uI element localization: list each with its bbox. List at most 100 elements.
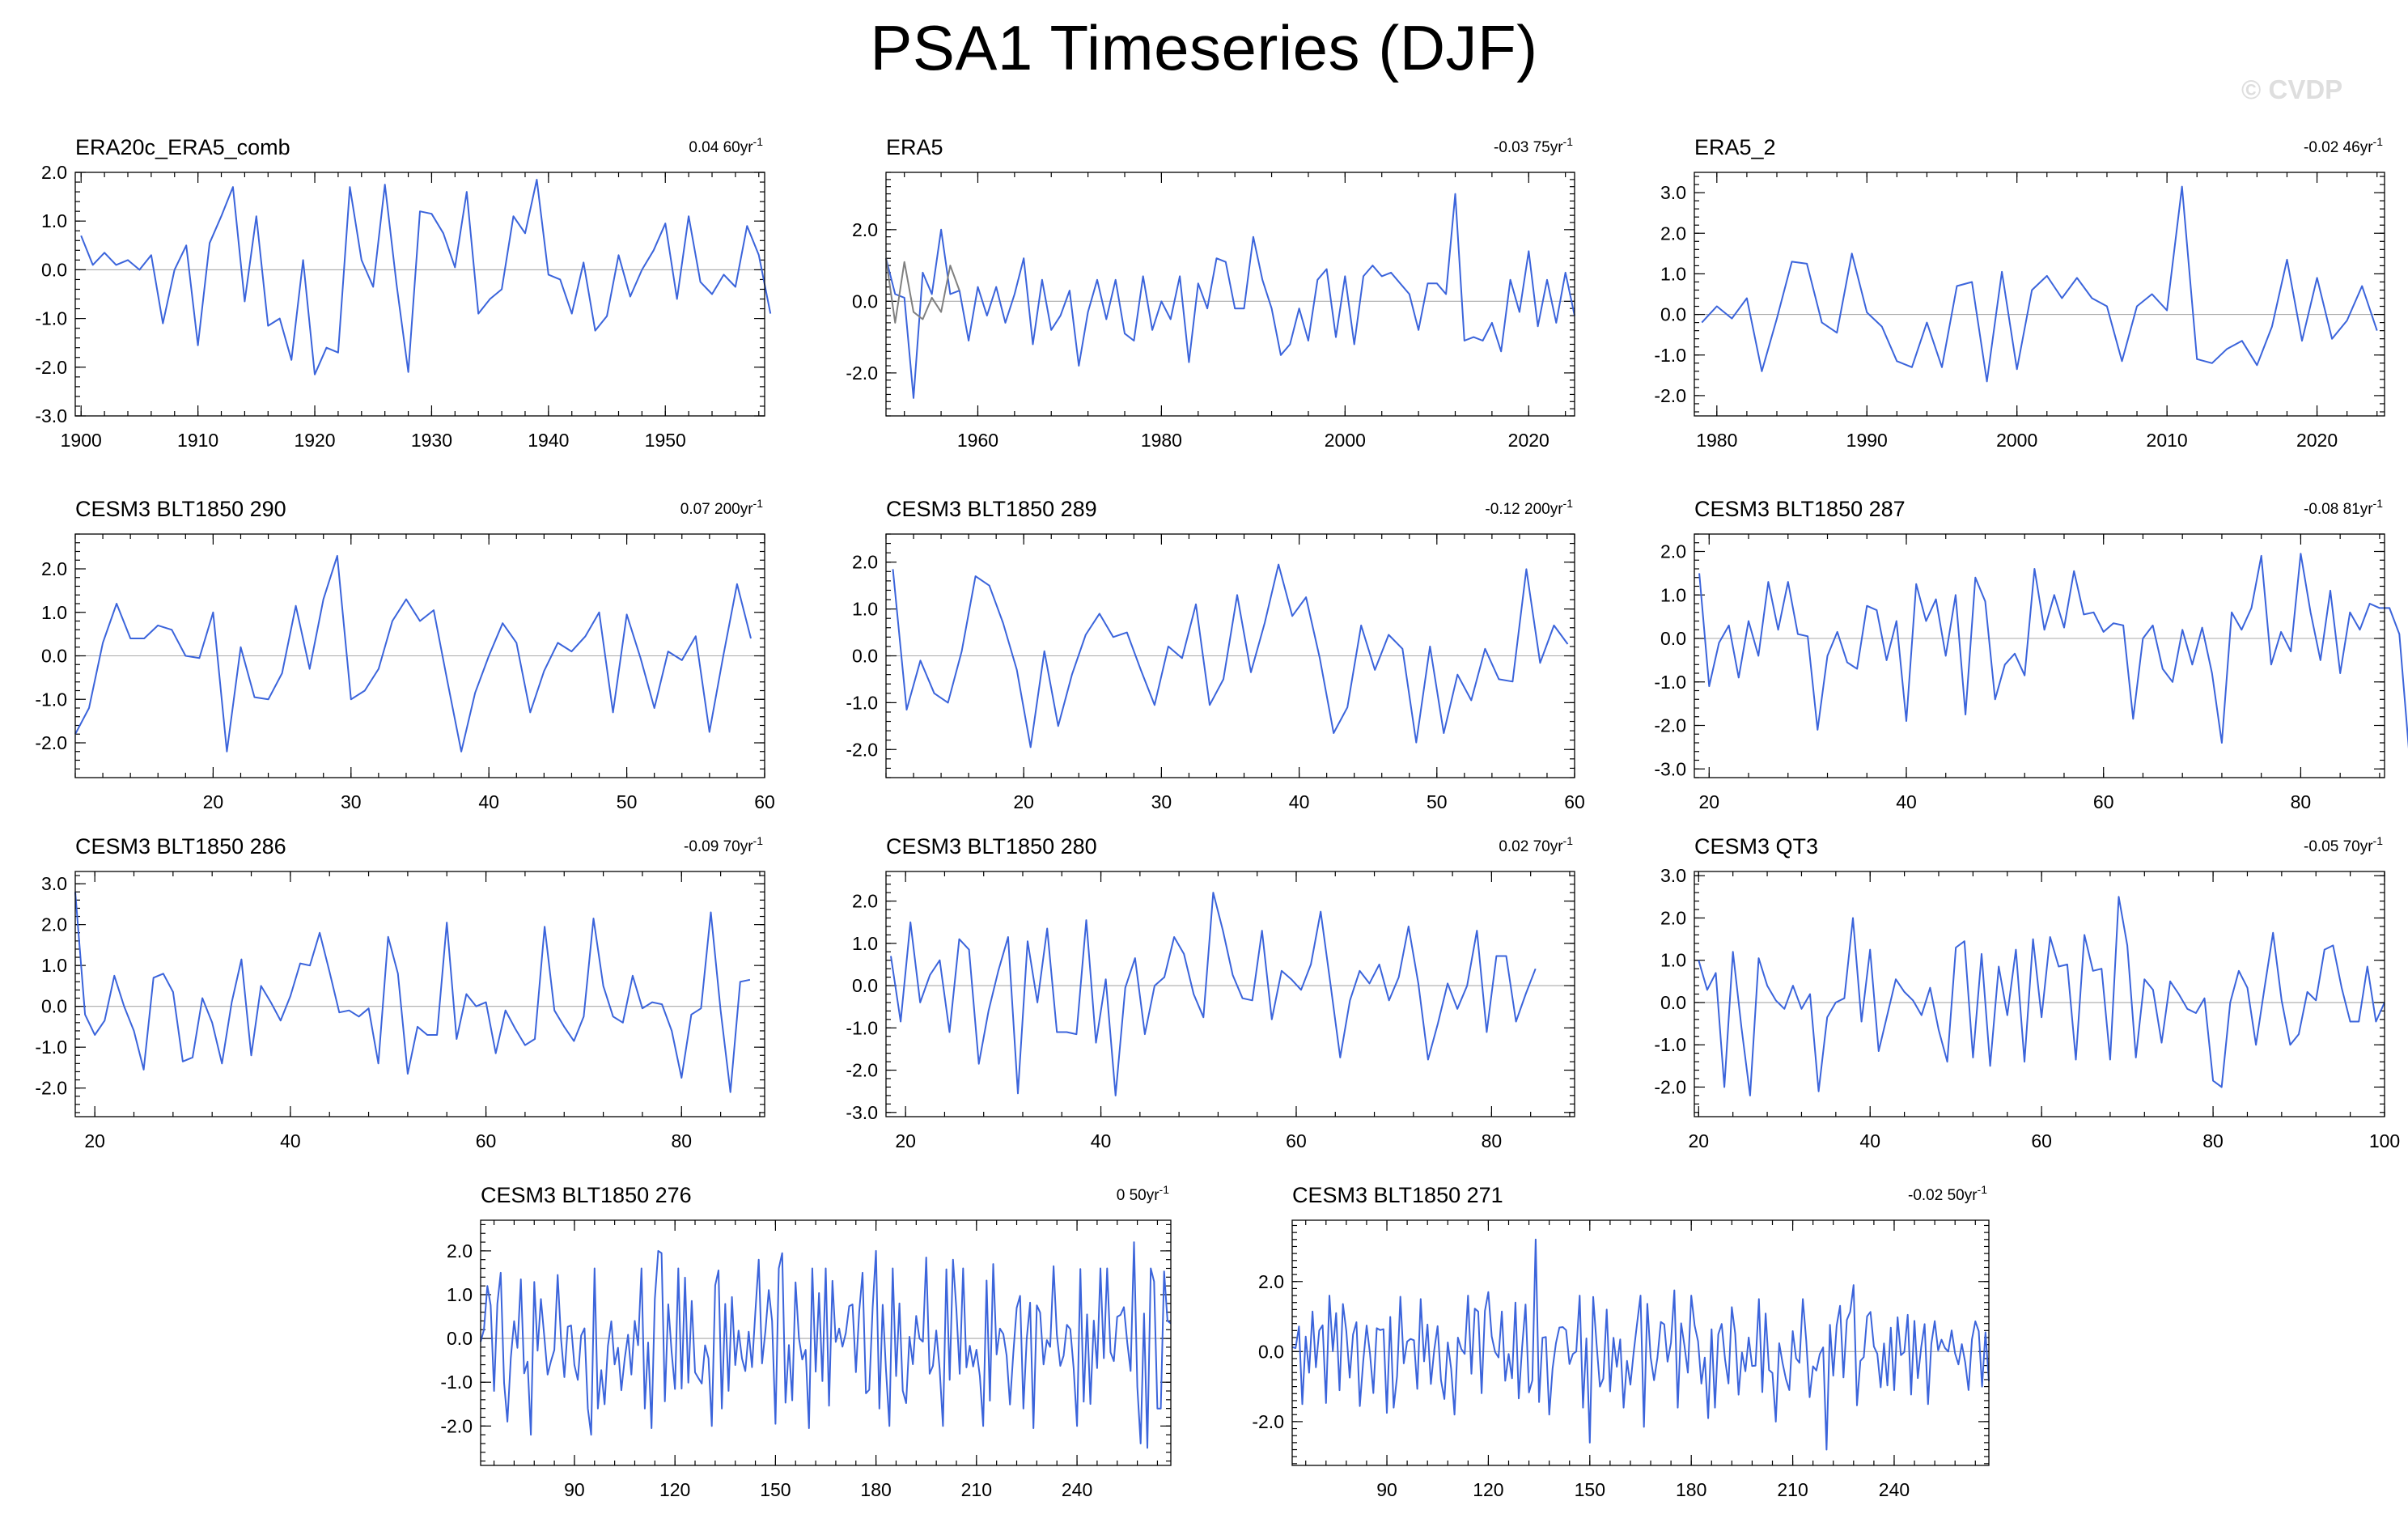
x-tick-label: 20: [203, 791, 224, 812]
y-tick-label: 2.0: [1660, 223, 1686, 244]
trend-label: 0 50yr-1: [1117, 1183, 1169, 1204]
y-tick-label: -2.0: [1654, 1076, 1686, 1097]
y-tick-label: 2.0: [1660, 541, 1686, 562]
panel-title: CESM3 BLT1850 289: [886, 497, 1097, 521]
y-tick-label: 2.0: [1660, 907, 1686, 928]
y-tick-label: 1.0: [41, 955, 67, 976]
x-tick-label: 40: [1091, 1130, 1112, 1151]
trend-value: -0.03 75yr: [1494, 139, 1563, 156]
panel-8: CESM3 BLT1850 280 0.02 70yr-1 2.0 1.0 0.0 -1.…: [846, 834, 1575, 1151]
x-tick-label: 80: [1482, 1130, 1503, 1151]
x-tick-label: 50: [617, 791, 638, 812]
y-tick-label: -2.0: [35, 1078, 67, 1099]
series-line: [885, 258, 960, 324]
series-line: [890, 892, 1537, 1096]
y-tick-label: 2.0: [852, 219, 878, 240]
y-tick-label: -1.0: [846, 692, 878, 713]
chart-title: PSA1 Timeseries (DJF): [870, 12, 1538, 83]
x-tick-label: 120: [659, 1479, 690, 1500]
trend-label: -0.09 70yr-1: [684, 834, 763, 855]
y-tick-label: -2.0: [846, 363, 878, 384]
y-tick-label: 0.0: [41, 996, 67, 1017]
series-line: [480, 1241, 1172, 1449]
trend-label: 0.07 200yr-1: [680, 497, 763, 518]
x-tick-label: 50: [1427, 791, 1448, 812]
y-tick-label: -3.0: [35, 405, 67, 426]
y-tick-label: -1.0: [1654, 672, 1686, 693]
plot-frame: [885, 533, 1575, 778]
x-tick-label: 2000: [1996, 430, 2037, 451]
plot-frame: [74, 871, 765, 1117]
panel-2: ERA5 -0.03 75yr-1 2.0 0.0 -2.0 1960 1980 2000 20…: [846, 135, 1575, 451]
x-tick-label: 120: [1473, 1479, 1503, 1500]
trend-value: -0.02 46yr: [2304, 139, 2373, 156]
y-tick-label: -2.0: [1654, 715, 1686, 736]
y-tick-label: 3.0: [41, 873, 67, 894]
trend-label: 0.02 70yr-1: [1499, 834, 1573, 855]
series-line: [885, 193, 1575, 399]
series-line: [892, 563, 1569, 748]
plot-frame: [74, 172, 765, 417]
plot-frame: [1694, 172, 2385, 417]
y-tick-label: -1.0: [440, 1372, 473, 1393]
y-tick-label: 0.0: [1660, 304, 1686, 325]
y-tick-label: 1.0: [1660, 263, 1686, 284]
trend-value: -0.09 70yr: [684, 838, 753, 855]
x-tick-label: 20: [1013, 791, 1034, 812]
y-tick-label: 2.0: [41, 162, 67, 183]
x-tick-label: 20: [895, 1130, 916, 1151]
y-tick-label: 0.0: [852, 646, 878, 667]
x-tick-label: 240: [1879, 1479, 1910, 1500]
y-tick-label: -2.0: [1654, 385, 1686, 406]
y-tick-label: -2.0: [846, 739, 878, 760]
trend-exponent: -1: [1563, 135, 1574, 148]
x-tick-label: 2020: [2296, 430, 2338, 451]
series-line: [74, 892, 751, 1093]
trend-label: -0.02 46yr-1: [2304, 135, 2383, 156]
x-tick-label: 20: [84, 1130, 105, 1151]
y-tick-label: 1.0: [852, 933, 878, 954]
panel-9: CESM3 QT3 -0.05 70yr-1 3.0 2.0 1.0 0.0 -1.0 -2.…: [1654, 834, 2400, 1151]
x-tick-label: 1910: [177, 430, 218, 451]
trend-value: -0.12 200yr: [1485, 501, 1563, 518]
y-tick-label: 2.0: [1258, 1271, 1284, 1292]
x-tick-label: 80: [2291, 791, 2312, 812]
x-tick-label: 60: [754, 791, 775, 812]
trend-exponent: -1: [2373, 834, 2384, 847]
series-line: [1698, 553, 2408, 749]
panel-title: CESM3 BLT1850 271: [1292, 1183, 1503, 1207]
y-tick-label: 0.0: [852, 290, 878, 312]
series-line: [74, 554, 752, 753]
y-tick-label: 1.0: [41, 210, 67, 231]
x-tick-label: 40: [1859, 1130, 1880, 1151]
x-tick-label: 80: [671, 1130, 692, 1151]
panel-title: ERA5: [886, 135, 943, 159]
trend-value: 0.04 60yr: [689, 139, 753, 156]
y-tick-label: -2.0: [440, 1415, 473, 1436]
x-tick-label: 20: [1698, 791, 1719, 812]
trend-value: -0.08 81yr: [2304, 501, 2373, 518]
y-tick-label: -1.0: [1654, 345, 1686, 366]
x-tick-label: 240: [1062, 1479, 1092, 1500]
y-tick-label: 2.0: [41, 914, 67, 935]
x-tick-label: 180: [860, 1479, 891, 1500]
panel-title: CESM3 BLT1850 287: [1694, 497, 1906, 521]
y-tick-label: 3.0: [1660, 865, 1686, 886]
x-tick-label: 1930: [411, 430, 452, 451]
x-tick-label: 90: [1376, 1479, 1397, 1500]
panel-title: CESM3 BLT1850 280: [886, 834, 1097, 859]
x-tick-label: 2000: [1325, 430, 1366, 451]
series-line: [80, 179, 772, 375]
y-tick-label: 2.0: [447, 1240, 473, 1261]
x-tick-label: 210: [1777, 1479, 1808, 1500]
y-tick-label: 1.0: [1660, 950, 1686, 971]
plot-frame: [1694, 871, 2385, 1117]
x-tick-label: 20: [1689, 1130, 1710, 1151]
y-tick-label: -3.0: [846, 1102, 878, 1123]
x-tick-label: 40: [1896, 791, 1917, 812]
y-tick-label: -1.0: [35, 689, 67, 710]
trend-value: -0.05 70yr: [2304, 838, 2373, 855]
x-tick-label: 30: [341, 791, 362, 812]
y-tick-label: -1.0: [846, 1017, 878, 1038]
y-tick-label: -1.0: [1654, 1034, 1686, 1055]
